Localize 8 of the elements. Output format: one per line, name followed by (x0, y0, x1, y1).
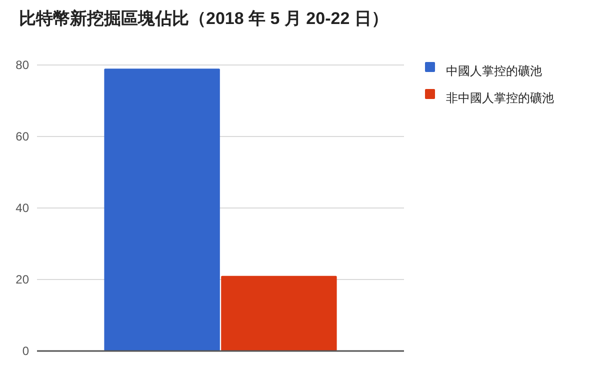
y-tick-label: 20 (16, 272, 30, 287)
chart-title: 比特幣新挖掘區塊佔比（2018 年 5 月 20-22 日） (19, 9, 388, 28)
y-tick-label: 80 (16, 58, 30, 72)
y-tick-label: 60 (16, 130, 30, 144)
y-tick-label: 0 (22, 344, 30, 358)
y-tick-label: 40 (16, 201, 30, 216)
legend-label: 中國人掌控的礦池 (446, 64, 542, 78)
legend-label: 非中國人掌控的礦池 (446, 91, 554, 105)
